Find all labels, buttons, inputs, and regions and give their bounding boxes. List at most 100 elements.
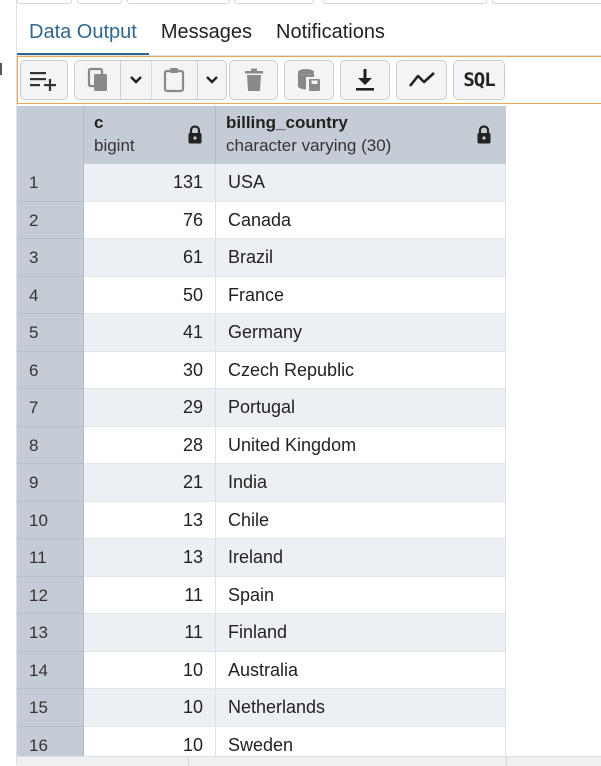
cell-c[interactable]: 41 xyxy=(84,314,216,352)
row-number: 12 xyxy=(17,576,84,614)
table-row[interactable]: 10 13 Chile xyxy=(17,501,506,539)
column-header-billing-country[interactable]: billing_country character varying (30) xyxy=(216,106,506,164)
lock-icon xyxy=(476,125,492,150)
paste-button[interactable] xyxy=(150,61,197,99)
add-row-group xyxy=(20,60,68,100)
table-row[interactable]: 4 50 France xyxy=(17,276,506,314)
cell-c[interactable]: 13 xyxy=(84,539,216,577)
cell-billing-country[interactable]: France xyxy=(216,276,506,314)
table-row[interactable]: 11 13 Ireland xyxy=(17,539,506,577)
cell-c[interactable]: 11 xyxy=(84,614,216,652)
cell-billing-country[interactable]: Canada xyxy=(216,201,506,239)
row-number: 6 xyxy=(17,351,84,389)
copy-button[interactable] xyxy=(75,61,120,99)
download-group xyxy=(340,60,390,100)
horizontal-scrollbar[interactable] xyxy=(17,756,601,766)
chevron-down-icon xyxy=(205,75,219,85)
row-number: 2 xyxy=(17,201,84,239)
cell-c[interactable]: 131 xyxy=(84,164,216,202)
table-row[interactable]: 3 61 Brazil xyxy=(17,239,506,277)
row-number: 7 xyxy=(17,389,84,427)
cell-billing-country[interactable]: Netherlands xyxy=(216,689,506,727)
row-number-header xyxy=(17,106,84,164)
save-data-button[interactable] xyxy=(285,61,333,99)
tab-messages[interactable]: Messages xyxy=(160,21,252,43)
paste-icon xyxy=(163,67,185,93)
sql-group: SQL xyxy=(453,60,505,100)
save-data-group xyxy=(284,60,334,100)
cell-c[interactable]: 28 xyxy=(84,426,216,464)
cell-c[interactable]: 50 xyxy=(84,276,216,314)
download-button[interactable] xyxy=(341,61,389,99)
download-icon xyxy=(355,68,375,92)
sql-button[interactable]: SQL xyxy=(454,61,504,99)
results-toolbar: SQL xyxy=(17,56,601,104)
cell-billing-country[interactable]: USA xyxy=(216,164,506,202)
cell-c[interactable]: 76 xyxy=(84,201,216,239)
cell-c[interactable]: 13 xyxy=(84,501,216,539)
row-number: 13 xyxy=(17,614,84,652)
table-row[interactable]: 2 76 Canada xyxy=(17,201,506,239)
delete-button[interactable] xyxy=(230,61,277,99)
tab-data-output[interactable]: Data Output xyxy=(17,9,149,55)
column-type: character varying (30) xyxy=(226,136,392,155)
cell-billing-country[interactable]: Australia xyxy=(216,651,506,689)
cell-billing-country[interactable]: Germany xyxy=(216,314,506,352)
chevron-down-icon xyxy=(129,75,143,85)
graph-group xyxy=(396,60,447,100)
column-type: bigint xyxy=(94,136,135,155)
table-row[interactable]: 14 10 Australia xyxy=(17,651,506,689)
cell-billing-country[interactable]: Czech Republic xyxy=(216,351,506,389)
table-row[interactable]: 13 11 Finland xyxy=(17,614,506,652)
row-number: 3 xyxy=(17,239,84,277)
lock-icon xyxy=(187,125,203,150)
copy-paste-group xyxy=(74,60,227,100)
cell-c[interactable]: 11 xyxy=(84,576,216,614)
database-save-icon xyxy=(296,67,322,93)
table-row[interactable]: 7 29 Portugal xyxy=(17,389,506,427)
table-row[interactable]: 6 30 Czech Republic xyxy=(17,351,506,389)
cell-c[interactable]: 10 xyxy=(84,689,216,727)
row-number: 8 xyxy=(17,426,84,464)
row-number: 1 xyxy=(17,164,84,202)
graph-visualiser-button[interactable] xyxy=(397,61,446,99)
table-row[interactable]: 12 11 Spain xyxy=(17,576,506,614)
cell-billing-country[interactable]: Ireland xyxy=(216,539,506,577)
sql-icon: SQL xyxy=(463,69,495,91)
cell-billing-country[interactable]: Finland xyxy=(216,614,506,652)
cell-billing-country[interactable]: Spain xyxy=(216,576,506,614)
cell-c[interactable]: 21 xyxy=(84,464,216,502)
table-row[interactable]: 5 41 Germany xyxy=(17,314,506,352)
table-row[interactable]: 8 28 United Kingdom xyxy=(17,426,506,464)
line-chart-icon xyxy=(408,71,436,89)
table-row[interactable]: 1 131 USA xyxy=(17,164,506,202)
cell-billing-country[interactable]: Chile xyxy=(216,501,506,539)
trash-icon xyxy=(244,68,264,92)
copy-icon xyxy=(87,67,109,93)
left-gutter xyxy=(0,0,16,765)
delete-group xyxy=(229,60,278,100)
column-header-c[interactable]: c bigint xyxy=(84,106,216,164)
copy-options-dropdown[interactable] xyxy=(120,61,150,99)
table-row[interactable]: 9 21 India xyxy=(17,464,506,502)
cell-c[interactable]: 61 xyxy=(84,239,216,277)
grid-header: c bigint billing_country character varyi… xyxy=(17,106,506,164)
cell-c[interactable]: 30 xyxy=(84,351,216,389)
cell-billing-country[interactable]: Portugal xyxy=(216,389,506,427)
tab-notifications[interactable]: Notifications xyxy=(276,21,385,43)
cell-billing-country[interactable]: Brazil xyxy=(216,239,506,277)
cell-c[interactable]: 29 xyxy=(84,389,216,427)
cell-c[interactable]: 10 xyxy=(84,651,216,689)
table-row[interactable]: 15 10 Netherlands xyxy=(17,689,506,727)
cell-billing-country[interactable]: United Kingdom xyxy=(216,426,506,464)
row-number: 11 xyxy=(17,539,84,577)
add-row-button[interactable] xyxy=(21,61,67,99)
row-number: 15 xyxy=(17,689,84,727)
output-tabs: Data Output Messages Notifications xyxy=(17,9,397,55)
column-name: billing_country xyxy=(226,113,348,132)
cell-billing-country[interactable]: India xyxy=(216,464,506,502)
gutter-handle xyxy=(0,63,2,75)
paste-options-dropdown[interactable] xyxy=(196,61,226,99)
panel-edge xyxy=(16,0,17,765)
